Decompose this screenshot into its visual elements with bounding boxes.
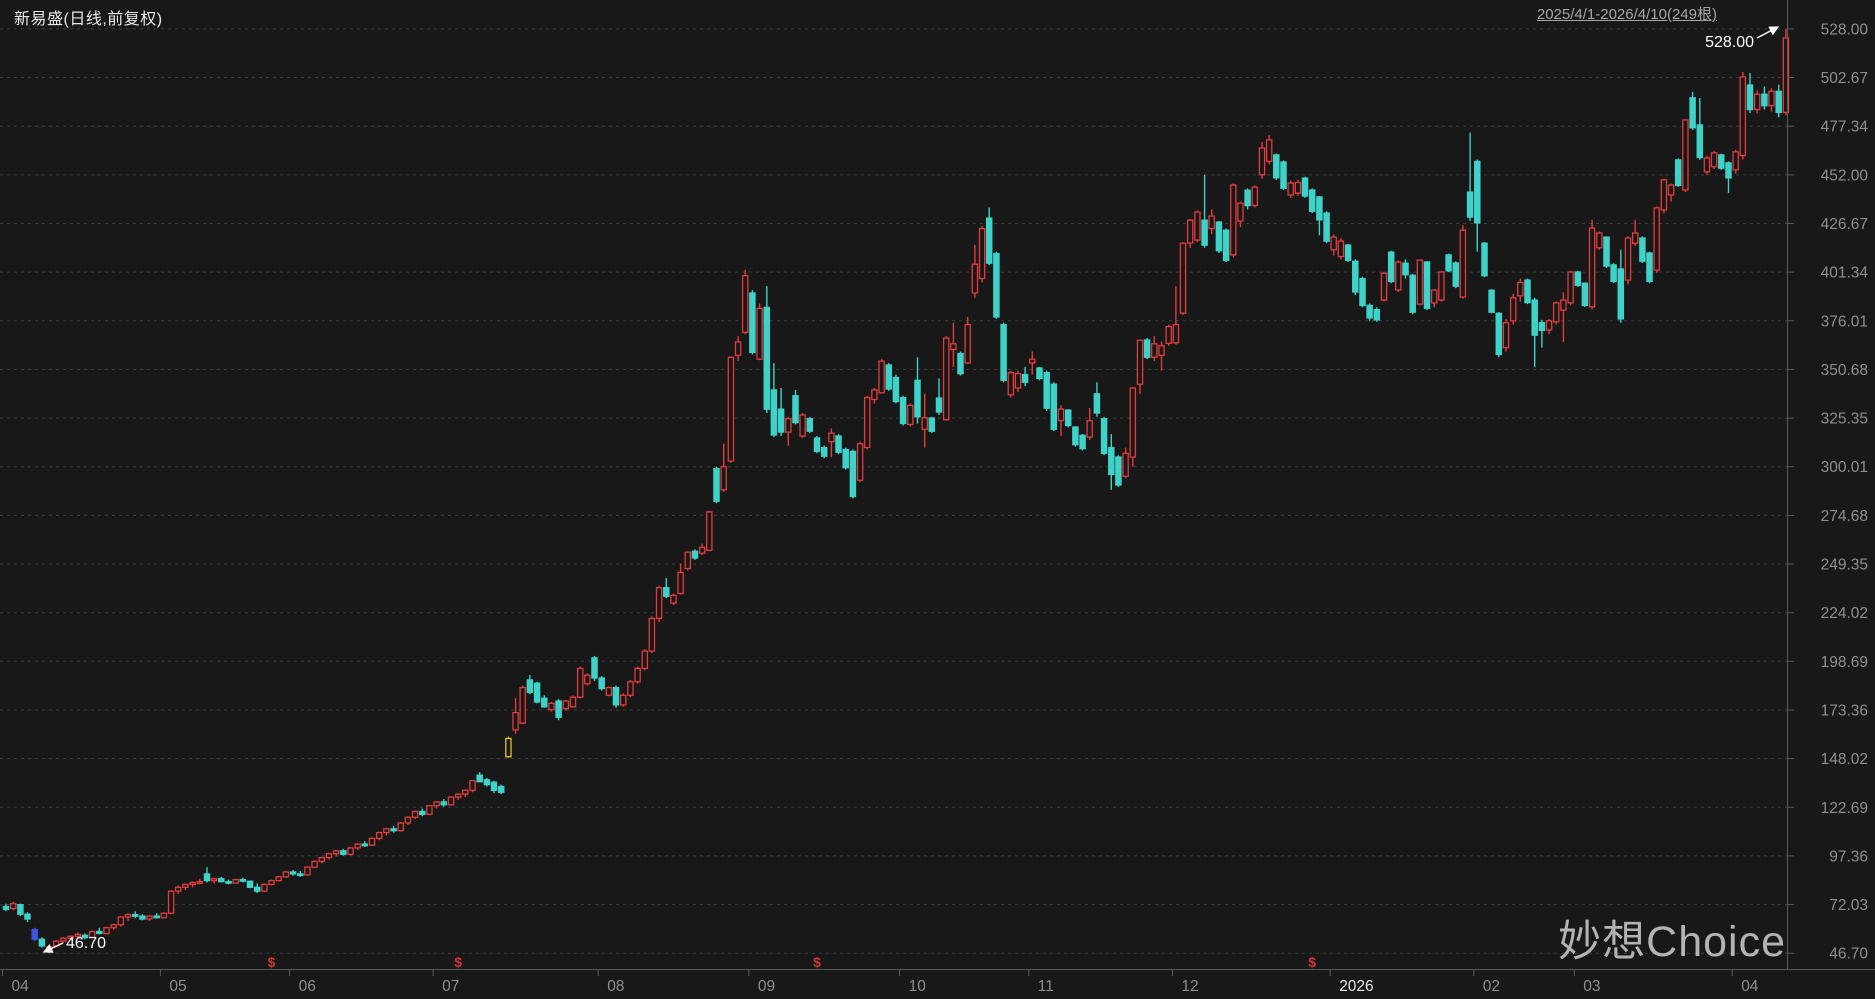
- chart-title: 新易盛(日线,前复权): [14, 11, 163, 28]
- svg-text:$: $: [813, 954, 821, 970]
- date-range-link[interactable]: 2025/4/1-2026/4/10(249根): [1536, 6, 1717, 23]
- svg-text:$: $: [454, 954, 462, 970]
- svg-text:198.69: 198.69: [1821, 654, 1868, 671]
- svg-text:300.01: 300.01: [1821, 459, 1868, 476]
- svg-text:12: 12: [1181, 978, 1198, 995]
- svg-text:173.36: 173.36: [1821, 703, 1868, 720]
- svg-text:325.35: 325.35: [1821, 411, 1868, 428]
- svg-text:04: 04: [1741, 978, 1759, 995]
- svg-text:46.70: 46.70: [1829, 946, 1868, 963]
- svg-text:426.67: 426.67: [1821, 216, 1868, 233]
- svg-text:502.67: 502.67: [1821, 70, 1868, 87]
- svg-text:07: 07: [442, 978, 459, 995]
- svg-text:477.34: 477.34: [1821, 119, 1869, 136]
- high-annotation: 528.00: [1705, 34, 1754, 51]
- axes: [0, 0, 1875, 970]
- svg-text:06: 06: [299, 978, 316, 995]
- dividend-markers[interactable]: $ $ $ $: [268, 954, 1317, 970]
- price-annotations: 46.70 528.00: [42, 26, 1780, 953]
- svg-text:$: $: [1308, 954, 1316, 970]
- gridlines: [0, 28, 1787, 954]
- svg-text:376.01: 376.01: [1821, 313, 1868, 330]
- svg-text:72.03: 72.03: [1829, 897, 1868, 914]
- time-axis-labels: 04 05 06 07 08 09 10 11 12 2026 02 03 04: [2, 969, 1759, 995]
- svg-text:401.34: 401.34: [1821, 265, 1869, 282]
- svg-text:452.00: 452.00: [1821, 167, 1869, 184]
- svg-text:03: 03: [1583, 978, 1600, 995]
- low-annotation: 46.70: [66, 935, 106, 952]
- svg-text:350.68: 350.68: [1821, 362, 1868, 379]
- svg-text:224.02: 224.02: [1821, 605, 1868, 622]
- svg-text:10: 10: [909, 978, 927, 995]
- svg-text:122.69: 122.69: [1821, 800, 1868, 817]
- svg-text:249.35: 249.35: [1821, 557, 1868, 574]
- svg-text:2026: 2026: [1339, 978, 1373, 995]
- svg-text:528.00: 528.00: [1821, 21, 1869, 38]
- svg-text:11: 11: [1038, 978, 1054, 995]
- svg-text:274.68: 274.68: [1821, 508, 1868, 525]
- svg-text:09: 09: [758, 978, 775, 995]
- svg-text:08: 08: [607, 978, 624, 995]
- svg-text:97.36: 97.36: [1829, 848, 1868, 865]
- candles: [2, 28, 1790, 954]
- price-axis-labels: 528.00 502.67 477.34 452.00 426.67 401.34 376.…: [1787, 21, 1869, 963]
- svg-text:148.02: 148.02: [1821, 751, 1868, 768]
- svg-text:04: 04: [12, 978, 30, 995]
- svg-text:$: $: [268, 954, 276, 970]
- svg-text:02: 02: [1483, 978, 1500, 995]
- svg-text:05: 05: [169, 978, 186, 995]
